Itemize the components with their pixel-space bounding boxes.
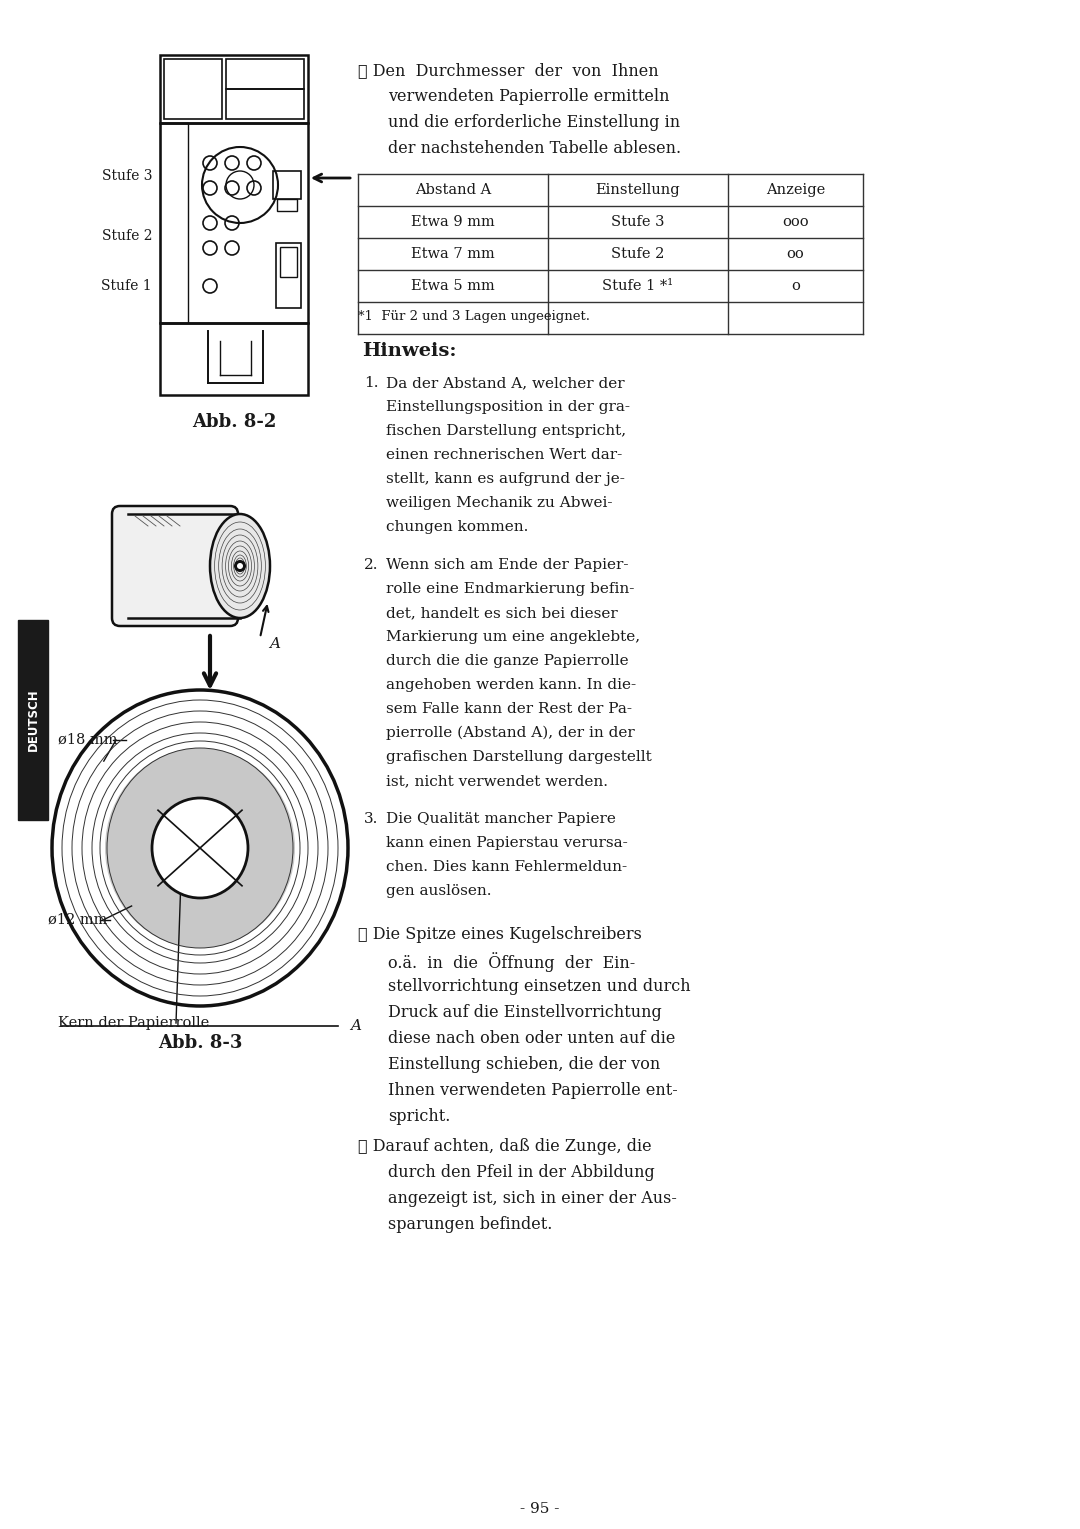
- Text: Abb. 8-2: Abb. 8-2: [192, 413, 276, 431]
- Circle shape: [237, 563, 243, 569]
- Circle shape: [234, 560, 246, 572]
- Text: Etwa 7 mm: Etwa 7 mm: [411, 248, 495, 261]
- Text: durch den Pfeil in der Abbildung: durch den Pfeil in der Abbildung: [388, 1164, 654, 1180]
- Text: Anzeige: Anzeige: [766, 183, 825, 197]
- Text: Ihnen verwendeten Papierrolle ent-: Ihnen verwendeten Papierrolle ent-: [388, 1083, 678, 1099]
- Text: grafischen Darstellung dargestellt: grafischen Darstellung dargestellt: [386, 751, 651, 764]
- Text: 3.: 3.: [364, 812, 378, 826]
- Text: ⑥ Die Spitze eines Kugelschreibers: ⑥ Die Spitze eines Kugelschreibers: [357, 927, 642, 943]
- Bar: [160, 122, 188, 323]
- Text: angehoben werden kann. In die-: angehoben werden kann. In die-: [386, 677, 636, 693]
- Text: weiligen Mechanik zu Abwei-: weiligen Mechanik zu Abwei-: [386, 495, 612, 511]
- Bar: [273, 171, 301, 199]
- Text: Stufe 2: Stufe 2: [102, 228, 152, 243]
- Bar: [160, 122, 308, 323]
- Text: det, handelt es sich bei dieser: det, handelt es sich bei dieser: [386, 605, 618, 619]
- Text: rolle eine Endmarkierung befin-: rolle eine Endmarkierung befin-: [386, 583, 634, 596]
- Text: Stufe 1 *¹: Stufe 1 *¹: [603, 278, 674, 294]
- Text: sem Falle kann der Rest der Pa-: sem Falle kann der Rest der Pa-: [386, 702, 632, 716]
- Text: A: A: [269, 638, 280, 651]
- Text: Druck auf die Einstellvorrichtung: Druck auf die Einstellvorrichtung: [388, 1005, 662, 1021]
- Text: Etwa 5 mm: Etwa 5 mm: [411, 278, 495, 294]
- Bar: [18, 619, 48, 820]
- Text: ø18 mm: ø18 mm: [58, 732, 118, 748]
- Text: Da der Abstand A, welcher der: Da der Abstand A, welcher der: [386, 376, 624, 390]
- Text: stellt, kann es aufgrund der je-: stellt, kann es aufgrund der je-: [386, 472, 625, 486]
- Text: diese nach oben oder unten auf die: diese nach oben oder unten auf die: [388, 1031, 675, 1047]
- Bar: [276, 243, 301, 307]
- Text: gen auslösen.: gen auslösen.: [386, 884, 491, 898]
- Text: *1  Für 2 und 3 Lagen ungeeignet.: *1 Für 2 und 3 Lagen ungeeignet.: [357, 310, 590, 323]
- Bar: [276, 199, 297, 211]
- Text: Stufe 3: Stufe 3: [611, 216, 665, 229]
- Text: oo: oo: [786, 248, 805, 261]
- Bar: [164, 60, 222, 119]
- Text: Stufe 3: Stufe 3: [102, 168, 152, 182]
- Text: Hinweis:: Hinweis:: [362, 342, 457, 359]
- Text: 2.: 2.: [364, 558, 378, 572]
- Bar: [160, 55, 308, 122]
- Bar: [226, 89, 303, 119]
- Text: Einstellungsposition in der gra-: Einstellungsposition in der gra-: [386, 401, 630, 414]
- Text: Abb. 8-3: Abb. 8-3: [158, 1034, 242, 1052]
- Text: Kern der Papierrolle: Kern der Papierrolle: [58, 1015, 210, 1031]
- Text: angezeigt ist, sich in einer der Aus-: angezeigt ist, sich in einer der Aus-: [388, 1190, 677, 1206]
- Text: o: o: [791, 278, 800, 294]
- Bar: [226, 60, 303, 89]
- Text: Einstellung schieben, die der von: Einstellung schieben, die der von: [388, 1057, 660, 1073]
- Ellipse shape: [52, 690, 348, 1006]
- Text: o.ä.  in  die  Öffnung  der  Ein-: o.ä. in die Öffnung der Ein-: [388, 953, 635, 972]
- Text: fischen Darstellung entspricht,: fischen Darstellung entspricht,: [386, 424, 626, 437]
- Text: Stufe 2: Stufe 2: [611, 248, 664, 261]
- Text: Stufe 1: Stufe 1: [102, 278, 152, 294]
- Text: kann einen Papierstau verursa-: kann einen Papierstau verursa-: [386, 836, 627, 850]
- Text: pierrolle (Abstand A), der in der: pierrolle (Abstand A), der in der: [386, 726, 635, 740]
- Text: der nachstehenden Tabelle ablesen.: der nachstehenden Tabelle ablesen.: [388, 141, 681, 157]
- Text: sparungen befindet.: sparungen befindet.: [388, 1216, 552, 1232]
- Text: A: A: [350, 1018, 361, 1034]
- Text: spricht.: spricht.: [388, 1109, 450, 1125]
- Text: stellvorrichtung einsetzen und durch: stellvorrichtung einsetzen und durch: [388, 979, 690, 995]
- Text: chungen kommen.: chungen kommen.: [386, 520, 528, 534]
- Text: Abstand A: Abstand A: [415, 183, 491, 197]
- Text: chen. Dies kann Fehlermeldun-: chen. Dies kann Fehlermeldun-: [386, 859, 627, 875]
- Bar: [280, 248, 297, 277]
- Text: DEUTSCH: DEUTSCH: [27, 688, 40, 751]
- Text: Markierung um eine angeklebte,: Markierung um eine angeklebte,: [386, 630, 640, 644]
- Ellipse shape: [152, 798, 248, 898]
- Text: durch die die ganze Papierrolle: durch die die ganze Papierrolle: [386, 654, 629, 668]
- Text: ⑤ Den  Durchmesser  der  von  Ihnen: ⑤ Den Durchmesser der von Ihnen: [357, 63, 659, 80]
- Text: Einstellung: Einstellung: [596, 183, 680, 197]
- Text: Wenn sich am Ende der Papier-: Wenn sich am Ende der Papier-: [386, 558, 629, 572]
- FancyBboxPatch shape: [112, 506, 238, 625]
- Ellipse shape: [105, 748, 295, 948]
- Text: einen rechnerischen Wert dar-: einen rechnerischen Wert dar-: [386, 448, 622, 462]
- Text: und die erforderliche Einstellung in: und die erforderliche Einstellung in: [388, 115, 680, 131]
- Text: verwendeten Papierrolle ermitteln: verwendeten Papierrolle ermitteln: [388, 89, 670, 106]
- Text: ø12 mm: ø12 mm: [48, 913, 107, 927]
- Text: - 95 -: - 95 -: [521, 1501, 559, 1515]
- Bar: [160, 323, 308, 394]
- Text: 1.: 1.: [364, 376, 378, 390]
- Text: Etwa 9 mm: Etwa 9 mm: [411, 216, 495, 229]
- Text: ist, nicht verwendet werden.: ist, nicht verwendet werden.: [386, 774, 608, 787]
- Text: Die Qualität mancher Papiere: Die Qualität mancher Papiere: [386, 812, 616, 826]
- Text: ooo: ooo: [782, 216, 809, 229]
- Ellipse shape: [210, 514, 270, 618]
- Text: ⑦ Darauf achten, daß die Zunge, die: ⑦ Darauf achten, daß die Zunge, die: [357, 1138, 651, 1154]
